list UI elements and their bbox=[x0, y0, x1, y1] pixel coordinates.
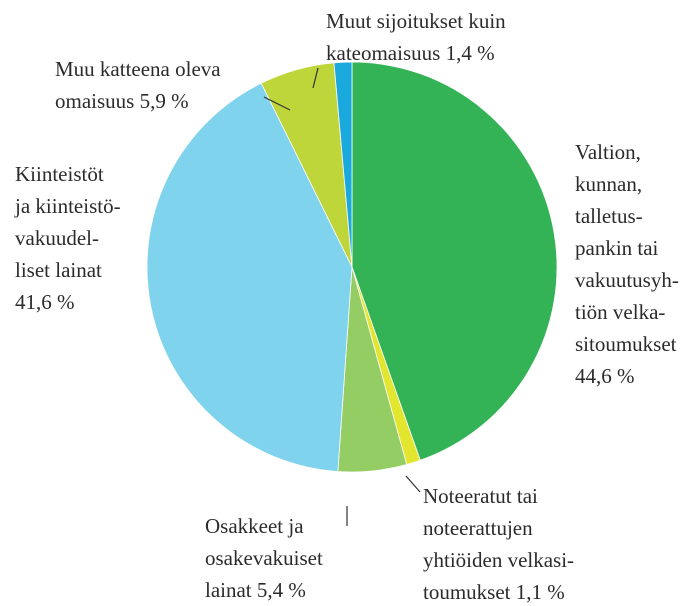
slice-label: Valtion, kunnan, talletus-pankin tai vakuut… bbox=[575, 140, 679, 388]
leader-line bbox=[405, 475, 421, 493]
category-label: Valtion, bbox=[575, 140, 641, 164]
label-line: Kiinteistöt bbox=[15, 162, 104, 186]
category-label: Osakkeet ja bbox=[205, 514, 304, 538]
pie-slice bbox=[333, 61, 353, 268]
label-line: toumukset 1,1 % bbox=[423, 580, 565, 604]
label-line: omaisuus 5,9 % bbox=[55, 89, 189, 113]
label-line: liset lainat bbox=[15, 258, 102, 282]
category-label: Muut sijoitukset kuin bbox=[326, 9, 506, 33]
category-label: noteerattujen bbox=[423, 516, 533, 540]
category-label: osakevakuiset bbox=[205, 546, 323, 570]
label-line: Muut sijoitukset kuin bbox=[326, 9, 506, 33]
category-label: kateomaisuus bbox=[326, 41, 440, 65]
value-label: 1,1 % bbox=[516, 580, 565, 604]
category-label: sitoumukset bbox=[575, 332, 677, 356]
slice-label: Osakkeet ja osakevakuiset lainat 5,4 % bbox=[205, 514, 323, 602]
label-line: Osakkeet ja bbox=[205, 514, 304, 538]
category-label: Noteeratut tai bbox=[423, 484, 538, 508]
pie bbox=[146, 61, 558, 473]
category-label: yhtiöiden velkasi- bbox=[423, 548, 574, 572]
slice-label: Kiinteistöt ja kiinteistö-vakuudel-liset … bbox=[14, 162, 121, 314]
category-label: vakuutusyh- bbox=[575, 268, 679, 292]
label-line: tiön velka- bbox=[575, 300, 665, 324]
label-line: pankin tai bbox=[575, 236, 659, 260]
value-label: 5,4 % bbox=[257, 578, 306, 602]
label-line: vakuudel- bbox=[15, 226, 99, 250]
label-line: vakuutusyh- bbox=[575, 268, 679, 292]
value-label: 41,6 % bbox=[15, 290, 75, 314]
value-label: 1,4 % bbox=[446, 41, 495, 65]
category-label: vakuudel- bbox=[15, 226, 99, 250]
pie-slice bbox=[146, 82, 353, 472]
label-line: kateomaisuus 1,4 % bbox=[326, 41, 495, 65]
value-label: 44,6 % bbox=[575, 364, 635, 388]
category-label: Muu katteena oleva bbox=[55, 57, 221, 81]
leader-line bbox=[263, 96, 291, 111]
label-line: lainat 5,4 % bbox=[205, 578, 306, 602]
category-label: pankin tai bbox=[575, 236, 659, 260]
category-label: liset lainat bbox=[15, 258, 102, 282]
category-label: lainat bbox=[205, 578, 252, 602]
category-label: omaisuus bbox=[55, 89, 134, 113]
category-label: kunnan, bbox=[575, 172, 642, 196]
category-label: Kiinteistöt bbox=[15, 162, 104, 186]
category-label: talletus- bbox=[575, 204, 643, 228]
label-line: Noteeratut tai bbox=[423, 484, 538, 508]
slice-label: Muu katteena oleva omaisuus 5,9 % bbox=[55, 57, 221, 113]
label-line: Valtion, bbox=[575, 140, 641, 164]
category-label: toumukset bbox=[423, 580, 511, 604]
pie-slice bbox=[351, 61, 558, 461]
label-line: talletus- bbox=[575, 204, 643, 228]
value-label: 5,9 % bbox=[140, 89, 189, 113]
label-line: sitoumukset bbox=[575, 332, 677, 356]
label-line: yhtiöiden velkasi- bbox=[423, 548, 574, 572]
label-line: osakevakuiset bbox=[205, 546, 323, 570]
slice-label: Noteeratut tai noteerattujen yhtiöiden vel… bbox=[423, 484, 574, 604]
category-label: ja kiinteistö- bbox=[14, 194, 121, 218]
label-line: Muu katteena oleva bbox=[55, 57, 221, 81]
label-line: kunnan, bbox=[575, 172, 642, 196]
slice-label: Muut sijoitukset kuin kateomaisuus 1,4 % bbox=[326, 9, 506, 65]
category-label: tiön velka- bbox=[575, 300, 665, 324]
label-line: ja kiinteistö- bbox=[14, 194, 121, 218]
leader-line bbox=[312, 67, 319, 89]
label-line: noteerattujen bbox=[423, 516, 533, 540]
